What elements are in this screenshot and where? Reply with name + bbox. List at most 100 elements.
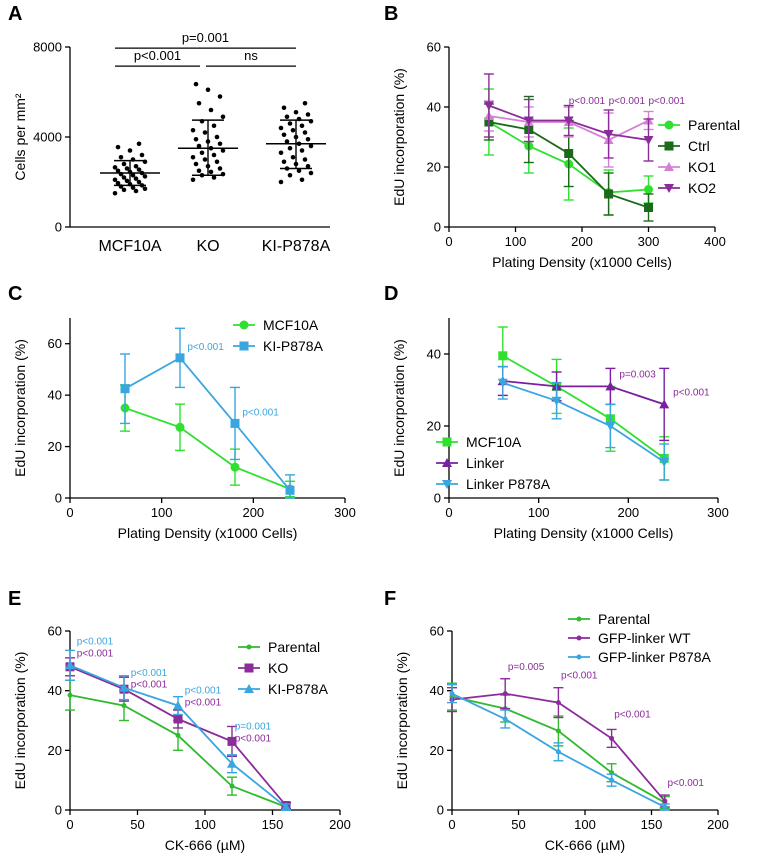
y-tick-label: 40 — [427, 347, 441, 362]
legend-label: KI-P878A — [268, 681, 329, 697]
data-point — [281, 159, 287, 165]
panel-d: D 0 20 40 0 100 200 300 Plating Density (x1000 C… — [384, 283, 729, 541]
legend-marker — [442, 458, 452, 467]
data-point — [302, 100, 308, 106]
significance-label: ns — [244, 48, 258, 63]
data-point — [643, 136, 654, 145]
data-point — [605, 422, 616, 431]
panel-a: A 0 4000 8000 Cells per mm² MCF10A KO KI-P878A p… — [8, 3, 331, 255]
legend-label: Parental — [688, 117, 740, 133]
y-axis-label: EdU incorporation (%) — [12, 652, 28, 790]
legend-label: Parental — [268, 639, 320, 655]
x-tick-label: 100 — [151, 505, 173, 520]
panel-label: E — [8, 588, 21, 610]
p-value-annotation: p<0.001 — [673, 387, 710, 398]
x-tick-label: 200 — [617, 505, 639, 520]
data-point — [124, 166, 130, 171]
category-label: MCF10A — [98, 238, 161, 255]
data-point — [67, 692, 73, 698]
data-point — [308, 170, 314, 176]
panel-f: F 0 20 40 60 0 50 100 150 200 CK-666 (µM) EdU incor… — [384, 588, 729, 853]
y-tick-label: 0 — [437, 803, 444, 818]
legend-marker — [442, 437, 452, 447]
p-value-annotation: p<0.001 — [235, 733, 272, 744]
p-value-annotation: p<0.001 — [187, 342, 224, 353]
data-point — [121, 175, 127, 180]
data-point — [604, 189, 614, 199]
series-line — [502, 355, 665, 460]
series-line — [502, 380, 665, 406]
data-point — [285, 485, 295, 495]
series-line — [124, 356, 291, 491]
data-point — [644, 203, 653, 212]
data-point — [121, 187, 127, 193]
legend: MCF10A KI-P878A — [233, 317, 324, 354]
x-tick-label: 200 — [707, 817, 729, 832]
data-point — [299, 148, 305, 153]
data-point — [449, 691, 455, 697]
data-point — [220, 114, 226, 120]
data-point — [217, 141, 223, 147]
data-point — [139, 152, 145, 158]
p-value-annotation: p<0.001 — [561, 671, 598, 682]
data-point — [133, 163, 139, 169]
data-point — [229, 783, 235, 789]
data-point — [205, 87, 211, 93]
data-point — [281, 802, 291, 812]
data-point — [305, 112, 311, 117]
data-point — [173, 714, 183, 724]
data-point — [230, 462, 240, 472]
data-point — [193, 136, 199, 142]
x-axis-label: CK-666 (µM) — [165, 837, 245, 853]
y-tick-label: 40 — [430, 683, 444, 698]
x-tick-label: 0 — [66, 817, 73, 832]
legend-label: GFP-linker P878A — [598, 649, 711, 665]
legend-marker — [442, 480, 452, 489]
series-line — [502, 381, 665, 463]
data-point — [605, 381, 616, 391]
data-point — [305, 163, 311, 169]
data-point — [133, 176, 139, 181]
data-point — [555, 749, 561, 755]
category-label: KI-P878A — [262, 238, 331, 255]
series-ki-p878a — [120, 327, 295, 499]
legend-marker — [576, 616, 582, 622]
y-tick-label: 0 — [434, 220, 441, 235]
p-value-annotation: p<0.001 — [131, 668, 168, 679]
data-point — [644, 185, 653, 194]
x-tick-label: 0 — [66, 505, 73, 520]
p-value-annotation: p<0.001 — [614, 710, 651, 721]
data-point — [130, 185, 136, 190]
y-tick-label: 20 — [48, 743, 62, 758]
y-tick-label: 40 — [48, 388, 62, 403]
data-point — [136, 141, 142, 147]
x-tick-label: 300 — [334, 505, 356, 520]
legend-label: KO — [268, 660, 288, 676]
data-point — [118, 154, 124, 160]
data-point — [193, 161, 199, 167]
y-tick-label: 20 — [427, 419, 441, 434]
series-line — [124, 407, 291, 490]
data-point — [119, 682, 129, 692]
data-point — [136, 179, 142, 185]
data-point — [278, 125, 284, 131]
data-point — [196, 168, 202, 174]
data-point — [564, 149, 574, 158]
p-value-annotation: p<0.001 — [185, 698, 222, 709]
data-point — [278, 150, 284, 156]
data-point — [175, 353, 185, 363]
x-tick-label: 50 — [130, 817, 144, 832]
data-point — [190, 154, 196, 160]
data-point — [227, 758, 237, 768]
legend-label: KI-P878A — [263, 338, 324, 354]
x-tick-label: 200 — [329, 817, 351, 832]
data-point — [121, 161, 127, 167]
p-value-annotation: p<0.001 — [569, 96, 606, 107]
data-point — [551, 396, 562, 406]
legend: Parental KO KI-P878A — [238, 639, 329, 697]
legend-label: GFP-linker WT — [598, 630, 691, 646]
legend: Parental Ctrl KO1 KO2 — [658, 117, 740, 196]
data-point — [120, 384, 130, 394]
data-point — [287, 172, 293, 178]
significance-label: p=0.001 — [182, 30, 229, 45]
